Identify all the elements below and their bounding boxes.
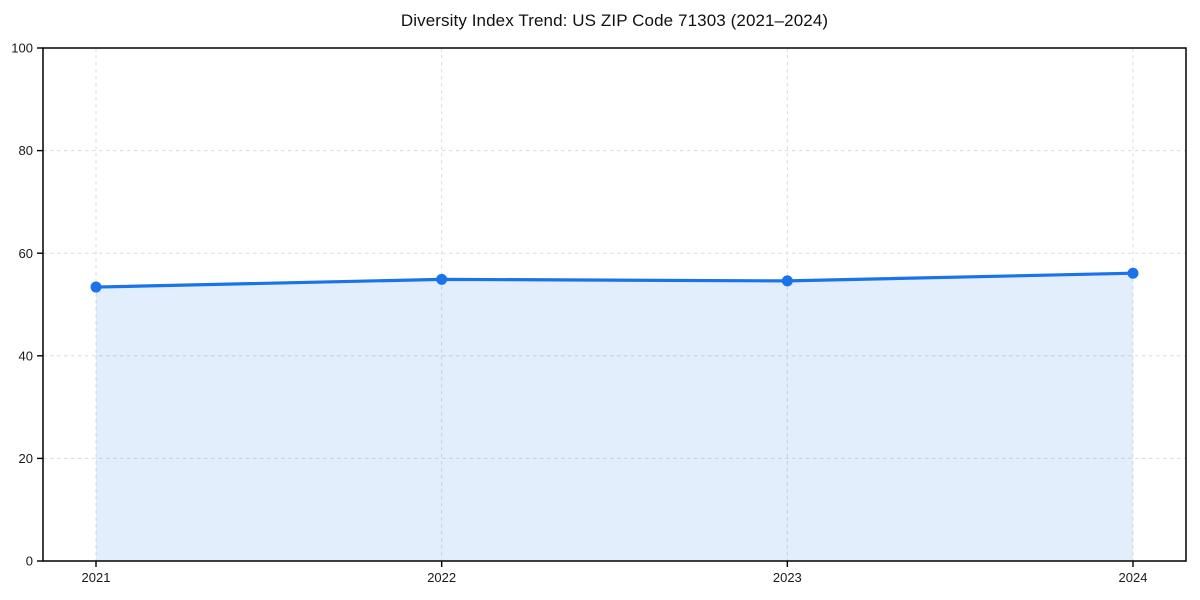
y-tick-label: 100 [11, 41, 33, 56]
data-point-2021 [90, 281, 102, 293]
area-fill [96, 273, 1133, 561]
x-tick-label: 2022 [427, 570, 456, 585]
y-tick-label: 60 [19, 246, 33, 261]
data-point-2022 [436, 273, 448, 285]
x-tick-label: 2021 [82, 570, 111, 585]
chart-title: Diversity Index Trend: US ZIP Code 71303… [400, 11, 829, 30]
y-tick-label: 20 [19, 451, 33, 466]
x-tick-label: 2023 [773, 570, 802, 585]
trend-line [94, 271, 1135, 289]
data-point-2024 [1127, 267, 1139, 279]
x-tick-label: 2024 [1119, 570, 1148, 585]
y-tick-label: 0 [26, 554, 33, 569]
y-tick-label: 40 [19, 348, 33, 363]
data-point-2023 [781, 275, 793, 287]
axis-frame [42, 47, 1187, 562]
y-tick-label: 80 [19, 143, 33, 158]
